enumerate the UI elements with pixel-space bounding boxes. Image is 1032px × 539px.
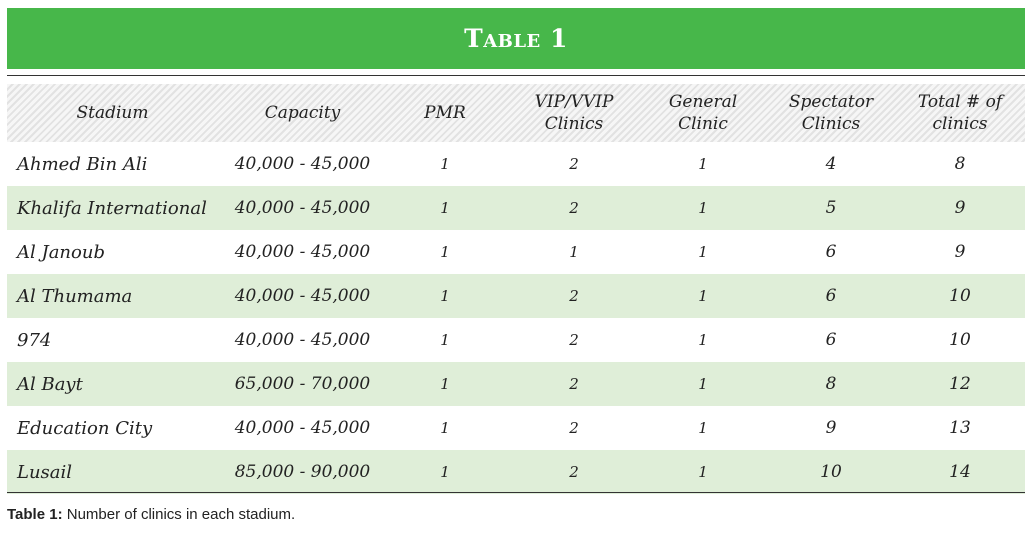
cell-spectator: 6 [825,330,837,350]
cell-total: 10 [949,286,971,306]
cell-capacity: 40,000 - 45,000 [234,242,371,262]
table-row [7,406,1025,450]
header-total-clinics: Total # of clinics [917,92,1003,134]
cell-spectator: 6 [825,286,837,306]
cell-pmr: 1 [440,375,450,393]
table-row [7,362,1025,406]
cell-stadium: Al Thumama [17,285,133,307]
cell-spectator: 8 [825,374,837,394]
cell-capacity: 40,000 - 45,000 [234,198,371,218]
cell-stadium: Al Janoub [17,241,105,263]
caption-label: Table 1: [7,506,63,523]
caption-text: Number of clinics in each stadium. [66,506,296,523]
cell-vip: 2 [569,155,579,173]
cell-vip: 2 [569,331,579,349]
cell-general: 1 [698,331,708,349]
table-row [7,450,1025,494]
cell-spectator: 6 [825,242,837,262]
cell-total: 9 [954,242,966,262]
cell-general: 1 [698,199,708,217]
cell-total: 9 [954,198,966,218]
cell-total: 13 [949,418,971,438]
cell-general: 1 [698,287,708,305]
cell-general: 1 [698,243,708,261]
header-spectator-clinics: Spectator Clinics [788,92,874,134]
header-general-clinic: General Clinic [668,92,738,134]
table-header-band [7,84,1025,142]
cell-general: 1 [698,375,708,393]
cell-general: 1 [698,419,708,437]
cell-total: 14 [949,462,971,482]
table-title: Table 1 [464,24,568,53]
cell-spectator: 9 [825,418,837,438]
cell-general: 1 [698,155,708,173]
cell-vip: 2 [569,375,579,393]
cell-capacity: 85,000 - 90,000 [234,462,371,482]
header-capacity: Capacity [264,103,341,123]
cell-vip: 2 [569,287,579,305]
header-vip-clinics: VIP/VVIP Clinics [534,92,614,134]
cell-stadium: 974 [17,329,52,351]
cell-general: 1 [698,463,708,481]
cell-pmr: 1 [440,155,450,173]
cell-stadium: Lusail [17,461,73,483]
cell-pmr: 1 [440,331,450,349]
cell-vip: 2 [569,419,579,437]
cell-vip: 1 [569,243,579,261]
cell-capacity: 40,000 - 45,000 [234,330,371,350]
header-stadium: Stadium [76,103,149,123]
cell-stadium: Khalifa International [17,197,207,219]
cell-total: 8 [954,154,966,174]
table-caption: Table 1: Number of clinics in each stadi… [7,506,295,523]
cell-total: 10 [949,330,971,350]
cell-capacity: 40,000 - 45,000 [234,418,371,438]
table-top-rule [7,75,1025,76]
table-bottom-rule [7,492,1025,493]
cell-pmr: 1 [440,419,450,437]
cell-capacity: 40,000 - 45,000 [234,286,371,306]
table-row [7,230,1025,274]
cell-total: 12 [949,374,971,394]
header-pmr: PMR [424,103,466,123]
cell-pmr: 1 [440,287,450,305]
cell-vip: 2 [569,463,579,481]
cell-pmr: 1 [440,199,450,217]
cell-pmr: 1 [440,463,450,481]
table-row [7,274,1025,318]
cell-capacity: 40,000 - 45,000 [234,154,371,174]
cell-stadium: Al Bayt [17,373,83,395]
cell-spectator: 10 [820,462,842,482]
cell-stadium: Education City [17,417,153,439]
cell-vip: 2 [569,199,579,217]
cell-spectator: 5 [825,198,837,218]
table-row [7,142,1025,186]
cell-stadium: Ahmed Bin Ali [17,153,148,175]
table-row [7,318,1025,362]
table-row [7,186,1025,230]
table-title-banner: Table 1 [7,8,1025,69]
cell-spectator: 4 [825,154,837,174]
cell-pmr: 1 [440,243,450,261]
cell-capacity: 65,000 - 70,000 [234,374,371,394]
